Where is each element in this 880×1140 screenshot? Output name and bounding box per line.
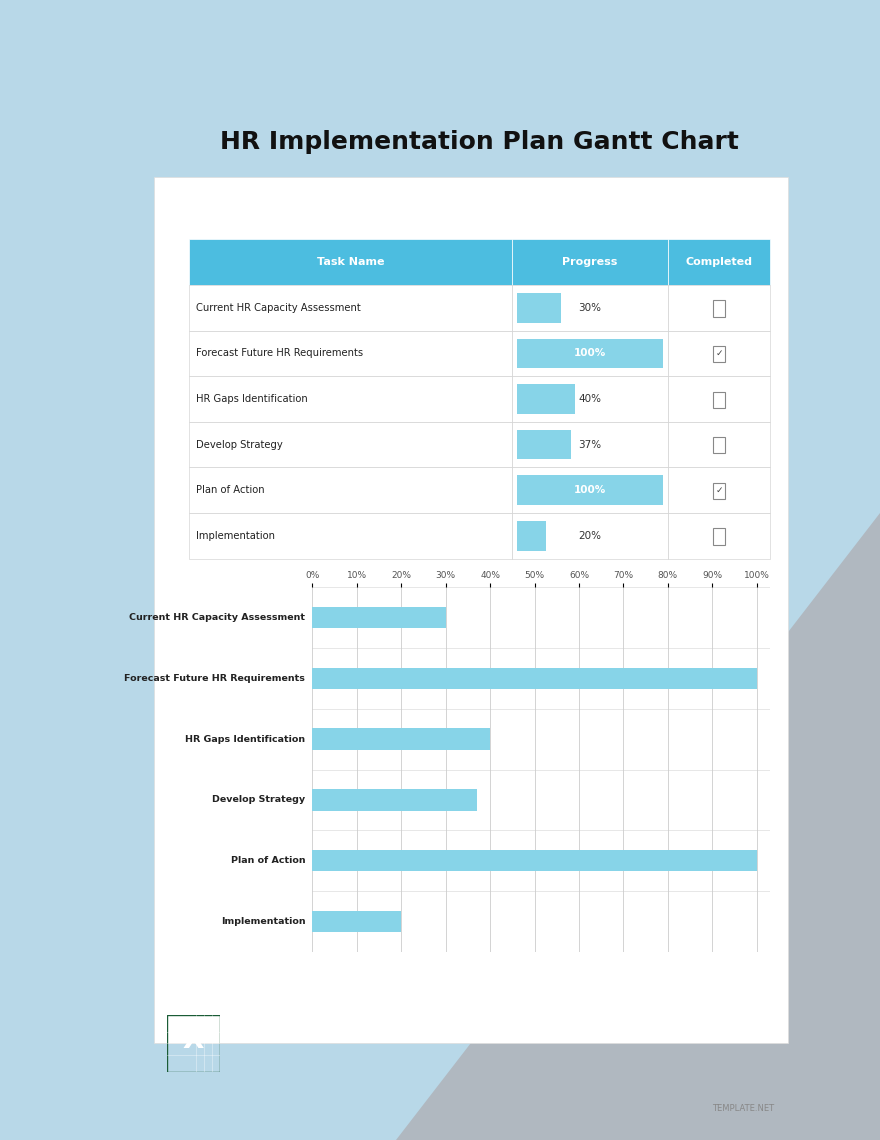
Text: Implementation: Implementation <box>196 531 275 540</box>
Bar <box>312 850 757 871</box>
Text: 100%: 100% <box>574 486 606 495</box>
Text: Plan of Action: Plan of Action <box>231 856 305 865</box>
Text: Current HR Capacity Assessment: Current HR Capacity Assessment <box>196 303 361 312</box>
Text: X: X <box>183 1026 204 1054</box>
Text: HR Gaps Identification: HR Gaps Identification <box>196 394 308 404</box>
Text: Forecast Future HR Requirements: Forecast Future HR Requirements <box>124 674 305 683</box>
Text: Plan of Action: Plan of Action <box>196 486 265 495</box>
Text: Forecast Future HR Requirements: Forecast Future HR Requirements <box>196 349 363 358</box>
Text: ✓: ✓ <box>715 486 723 495</box>
Text: 100%: 100% <box>574 349 606 358</box>
Text: HR Gaps Identification: HR Gaps Identification <box>185 734 305 743</box>
Text: Develop Strategy: Develop Strategy <box>212 796 305 805</box>
Text: Completed: Completed <box>686 258 752 267</box>
Text: 40%: 40% <box>578 394 601 404</box>
Text: ✓: ✓ <box>715 349 723 358</box>
Text: 37%: 37% <box>578 440 602 449</box>
Text: 20%: 20% <box>578 531 601 540</box>
Text: Progress: Progress <box>562 258 618 267</box>
Text: TEMPLATE.NET: TEMPLATE.NET <box>712 1104 774 1113</box>
Bar <box>312 789 477 811</box>
Text: Task Name: Task Name <box>317 258 385 267</box>
Bar <box>312 728 490 750</box>
Text: Current HR Capacity Assessment: Current HR Capacity Assessment <box>129 613 305 622</box>
Text: 30%: 30% <box>578 303 601 312</box>
Bar <box>312 911 401 933</box>
Text: Implementation: Implementation <box>221 917 305 926</box>
Text: HR Implementation Plan Gantt Chart: HR Implementation Plan Gantt Chart <box>220 130 739 155</box>
Bar <box>312 668 757 689</box>
Bar <box>312 606 445 628</box>
Text: Develop Strategy: Develop Strategy <box>196 440 283 449</box>
Polygon shape <box>396 513 880 1140</box>
